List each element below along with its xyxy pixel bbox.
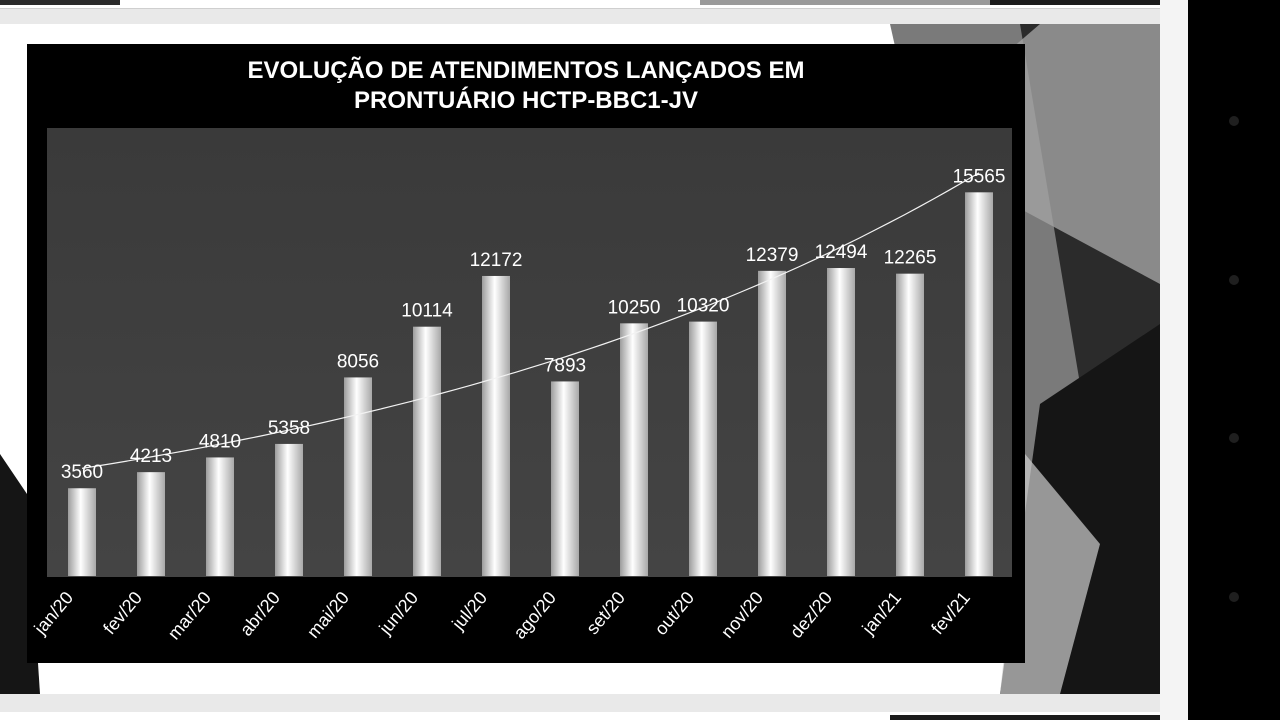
scroll-gutter — [1160, 0, 1188, 720]
x-tick-fev/20: fev/20 — [99, 588, 146, 638]
bar-nov/20 — [758, 270, 786, 576]
x-tick-set/20: set/20 — [582, 588, 629, 638]
chart-canvas: 3560 4213 4810 5358 8056 10114 12172 7893 10250 1… — [30, 128, 1012, 644]
bar-jul/20 — [482, 275, 510, 576]
trendline — [81, 172, 980, 469]
bar-fev/21 — [965, 192, 993, 576]
data-label-jul/20: 12172 — [470, 250, 523, 271]
data-label-mar/20: 4810 — [199, 431, 241, 452]
side-panel — [1188, 0, 1280, 720]
data-label-jan/20: 3560 — [61, 462, 103, 483]
data-label-jun/20: 10114 — [401, 301, 453, 322]
data-label-fev/20: 4213 — [130, 446, 172, 467]
data-label-nov/20: 12379 — [746, 245, 799, 266]
data-label-out/20: 10320 — [677, 296, 730, 317]
x-tick-mar/20: mar/20 — [164, 588, 215, 644]
x-tick-ago/20: ago/20 — [509, 588, 560, 643]
bar-out/20 — [689, 321, 717, 576]
x-tick-mai/20: mai/20 — [303, 588, 353, 642]
nav-dot[interactable] — [1229, 275, 1239, 285]
nav-dot[interactable] — [1229, 116, 1239, 126]
x-tick-jan/21: jan/21 — [858, 588, 905, 639]
data-label-dez/20: 12494 — [815, 242, 868, 263]
x-tick-jul/20: jul/20 — [447, 588, 491, 635]
bar-mar/20 — [206, 457, 234, 576]
x-tick-fev/21: fev/21 — [927, 588, 974, 638]
previous-slide-strip — [0, 0, 1160, 9]
chart: 3560 4213 4810 5358 8056 10114 12172 7893 10250 1… — [27, 44, 1025, 663]
bar-jan/21 — [896, 273, 924, 576]
bar-fev/20 — [137, 472, 165, 576]
nav-dot[interactable] — [1229, 433, 1239, 443]
chart-title: EVOLUÇÃO DE ATENDIMENTOS LANÇADOS EM PRO… — [247, 57, 805, 114]
x-tick-dez/20: dez/20 — [786, 588, 836, 642]
previous-slide-decoration — [700, 0, 990, 5]
previous-slide-decoration — [0, 0, 120, 5]
x-tick-jan/20: jan/20 — [30, 588, 77, 639]
data-label-set/20: 10250 — [608, 297, 661, 318]
bar-jan/20 — [68, 488, 96, 576]
data-label-abr/20: 5358 — [268, 418, 310, 439]
plot-area — [47, 128, 1012, 577]
bar-ago/20 — [551, 381, 579, 576]
next-slide-decoration — [890, 715, 1160, 720]
data-label-mai/20: 8056 — [337, 351, 379, 372]
data-label-jan/21: 12265 — [884, 248, 937, 269]
nav-dot[interactable] — [1229, 592, 1239, 602]
bar-set/20 — [620, 323, 648, 576]
x-tick-out/20: out/20 — [651, 588, 698, 639]
x-tick-jun/20: jun/20 — [375, 588, 422, 639]
next-slide-strip — [0, 712, 1160, 720]
bar-dez/20 — [827, 268, 855, 576]
x-tick-abr/20: abr/20 — [236, 588, 284, 640]
bar-jun/20 — [413, 326, 441, 576]
bar-mai/20 — [344, 377, 372, 576]
data-label-fev/21: 15565 — [953, 166, 1006, 187]
x-tick-nov/20: nov/20 — [717, 588, 767, 642]
bar-abr/20 — [275, 443, 303, 576]
previous-slide-decoration — [990, 0, 1160, 5]
data-label-ago/20: 7893 — [544, 355, 586, 376]
